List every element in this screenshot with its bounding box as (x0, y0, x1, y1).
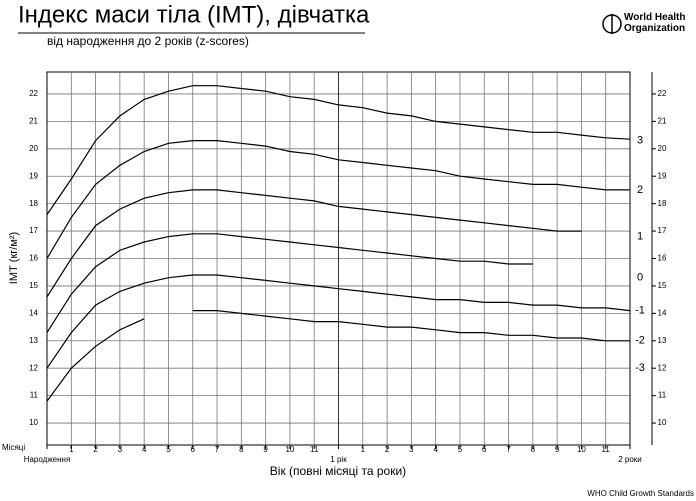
x-tick-label: 7 (215, 445, 220, 454)
plot-area: 3 2 1 0 -1 -2 -3 (46, 85, 645, 402)
x-tick-label: 6 (482, 445, 487, 454)
x-tick-label: 9 (555, 445, 560, 454)
x-tick-label: 10 (285, 445, 294, 454)
y-tick-label: 12 (29, 363, 38, 372)
x-tick-label: 5 (458, 445, 463, 454)
z-score-line (46, 233, 533, 333)
z-score-label: -2 (635, 335, 645, 347)
y2-tick-label: 20 (658, 144, 667, 153)
z-score-line (46, 189, 582, 298)
y2-tick-label: 14 (658, 308, 667, 317)
x-tick-label: 5 (166, 445, 171, 454)
z-score-label: 3 (637, 134, 643, 146)
x-tick-label: 4 (142, 445, 147, 454)
grid (46, 71, 656, 449)
x-tick-label: 3 (118, 445, 123, 454)
y2-tick-label: 21 (658, 116, 667, 125)
x-tick-label: Народження (24, 455, 71, 464)
x-tick-label: 8 (531, 445, 536, 454)
organization: World Health Organization (624, 12, 686, 34)
x-tick-label: 4 (433, 445, 438, 454)
y-tick-label: 11 (30, 391, 39, 400)
z-score-label: -1 (635, 305, 645, 317)
y-tick-label: 21 (29, 116, 38, 125)
z-score-line (46, 274, 631, 369)
x-unit-label: Місяці (2, 443, 25, 452)
x-tick-label: 1 (361, 445, 366, 454)
z-score-label: 0 (637, 272, 643, 284)
x-tick-label: 10 (577, 445, 586, 454)
y-tick-label: 13 (29, 336, 38, 345)
y2-tick-label: 12 (658, 363, 667, 372)
y-tick-label: 14 (29, 308, 38, 317)
chart-title: Індекс маси тіла (ІМТ), дівчатка (18, 1, 370, 28)
x-tick-label: 2 (93, 445, 98, 454)
logo-text-box: World Health Organization (624, 12, 686, 34)
z-score-label: -3 (635, 362, 645, 374)
x-tick-label: 8 (239, 445, 244, 454)
y2-tick-label: 11 (658, 391, 667, 400)
chart-subtitle: від народження до 2 років (z-scores) (47, 34, 249, 48)
x-tick-label: 3 (409, 445, 414, 454)
y-tick-label: 16 (29, 254, 38, 263)
z-score-line (46, 310, 630, 402)
y2-tick-label: 17 (658, 226, 667, 235)
y2-tick-label: 13 (658, 336, 667, 345)
y-tick-label: 10 (29, 418, 38, 427)
y2-tick-label: 19 (658, 171, 667, 180)
x-tick-label: 9 (263, 445, 268, 454)
y2-tick-label: 22 (658, 89, 667, 98)
x-axis-label: Вік (повні місяці та роки) (270, 464, 406, 478)
y-tick-label: 19 (29, 171, 38, 180)
x-tick-label: 11 (310, 445, 319, 454)
x-tick-label: 7 (506, 445, 511, 454)
y-axis-label: ІМТ (кг/м²) (8, 232, 20, 284)
z-score-line (46, 85, 631, 215)
y-tick-label: 22 (29, 89, 38, 98)
y2-tick-label: 18 (658, 199, 667, 208)
x-tick-label: 1 (69, 445, 74, 454)
logo: World Health Organization (602, 12, 686, 34)
footer: WHO Child Growth Standards (587, 489, 694, 498)
y2-tick-label: 16 (658, 254, 667, 263)
y2-tick-label: 15 (658, 281, 667, 290)
y2-tick-label: 10 (658, 418, 667, 427)
z-score-line (46, 140, 630, 259)
y-tick-label: 20 (29, 144, 38, 153)
x-tick-label: 6 (191, 445, 196, 454)
y-tick-label: 15 (29, 281, 38, 290)
z-score-label: 1 (637, 230, 643, 242)
x-tick-label: 11 (602, 445, 611, 454)
x-tick-label: 2 роки (618, 455, 642, 464)
y-tick-label: 18 (29, 199, 38, 208)
x-tick-label: 2 (385, 445, 390, 454)
z-score-label: 2 (637, 184, 643, 196)
x-tick-label: 1 рік (330, 455, 347, 464)
y-tick-label: 17 (29, 226, 38, 235)
